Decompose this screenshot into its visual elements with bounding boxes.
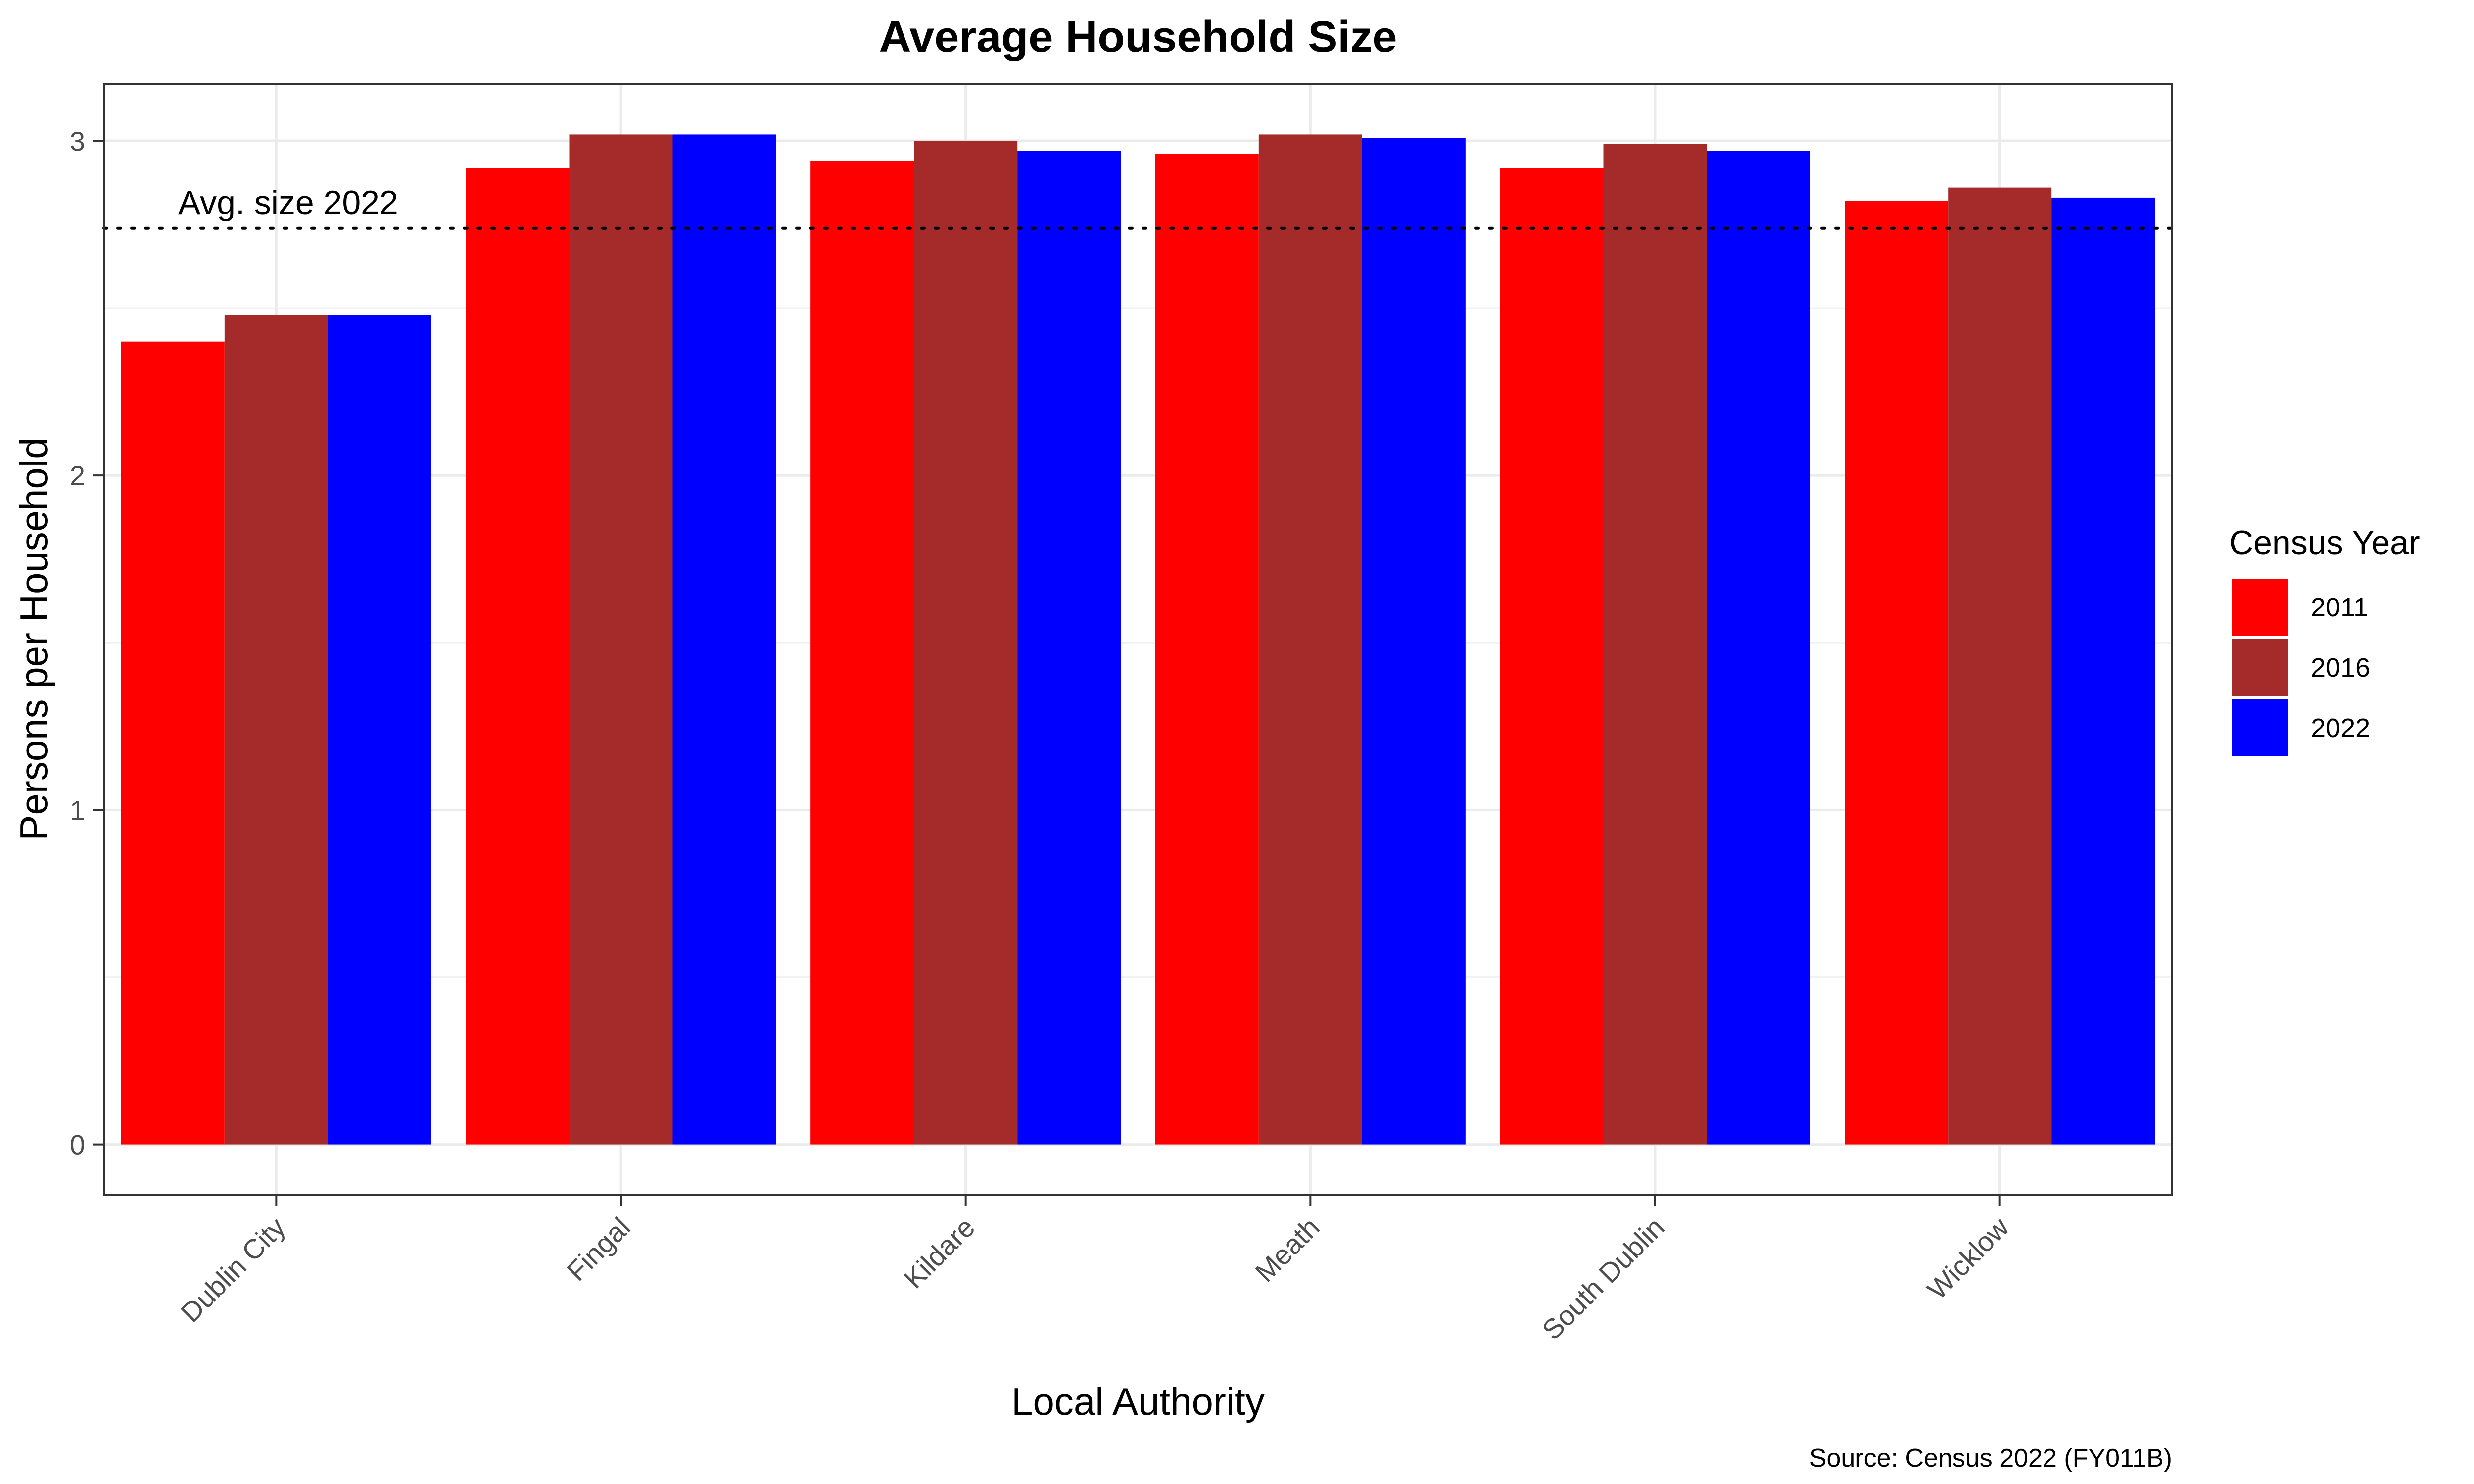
bar-kildare-2016 — [914, 140, 1018, 1145]
bar-fingal-2022 — [672, 134, 776, 1145]
legend-label-2022: 2022 — [2311, 713, 2370, 743]
x-tick-label: Wicklow — [1921, 1211, 2015, 1305]
legend-key-2022 — [2232, 699, 2288, 756]
bar-dublin-city-2022 — [328, 315, 431, 1145]
y-tick-label: 2 — [70, 460, 85, 491]
x-axis: Dublin City Fingal Kildare Meath South Dubli… — [175, 1195, 2015, 1345]
legend: Census Year 2011 2016 2022 — [2229, 524, 2420, 756]
x-tick-label: Kildare — [898, 1211, 981, 1295]
bar-meath-2011 — [1155, 154, 1259, 1145]
x-tick-label: Dublin City — [175, 1211, 291, 1328]
y-axis: 0 1 2 3 — [70, 126, 104, 1160]
legend-key-2011 — [2232, 579, 2288, 636]
x-axis-title: Local Authority — [1011, 1380, 1265, 1423]
y-tick-label: 0 — [70, 1129, 85, 1160]
panel-background — [104, 84, 2172, 1195]
reference-line-group: Avg. size 2022 — [102, 184, 2174, 230]
panel-border — [103, 83, 2173, 1196]
bar-fingal-2011 — [466, 168, 570, 1145]
bar-wicklow-2022 — [2051, 197, 2155, 1145]
bar-meath-2022 — [1362, 138, 1466, 1145]
legend-title: Census Year — [2229, 524, 2420, 561]
bar-wicklow-2016 — [1948, 187, 2052, 1145]
legend-label-2016: 2016 — [2311, 653, 2370, 683]
bar-meath-2016 — [1258, 134, 1362, 1145]
legend-label-2011: 2011 — [2311, 593, 2368, 622]
y-tick-label: 1 — [70, 794, 85, 826]
bar-south-dublin-2022 — [1707, 151, 1810, 1145]
bar-south-dublin-2016 — [1603, 144, 1707, 1145]
bar-wicklow-2011 — [1845, 201, 1949, 1145]
reference-line-label: Avg. size 2022 — [178, 184, 398, 222]
source-caption: Source: Census 2022 (FY011B) — [1809, 1444, 2172, 1473]
chart-title: Average Household Size — [879, 12, 1397, 62]
y-tick-label: 3 — [70, 126, 85, 157]
bars — [121, 134, 2155, 1145]
bar-dublin-city-2016 — [224, 315, 328, 1145]
bar-south-dublin-2011 — [1500, 168, 1604, 1145]
x-tick-label: Meath — [1249, 1211, 1326, 1288]
bar-kildare-2022 — [1017, 151, 1121, 1145]
y-axis-title: Persons per Household — [12, 437, 55, 840]
bar-dublin-city-2011 — [121, 341, 225, 1145]
bar-kildare-2011 — [810, 161, 914, 1145]
x-tick-label: South Dublin — [1536, 1211, 1670, 1345]
bar-fingal-2016 — [569, 134, 673, 1145]
x-tick-label: Fingal — [561, 1211, 636, 1287]
legend-key-2016 — [2232, 639, 2288, 696]
